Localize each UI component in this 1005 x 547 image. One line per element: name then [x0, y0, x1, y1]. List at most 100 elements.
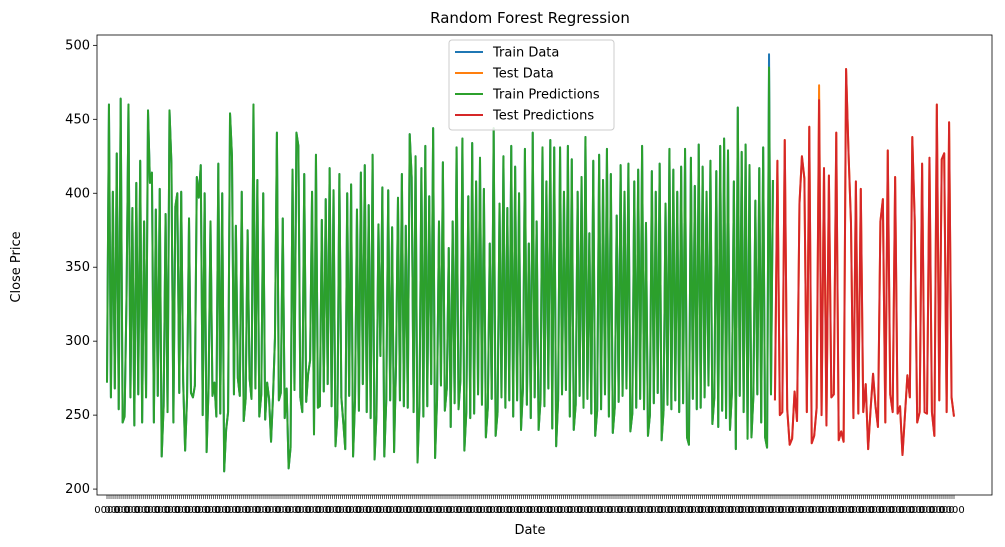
x-tick-label: 0000	[617, 505, 642, 516]
x-tick-label: 0000	[738, 505, 763, 516]
x-tick-marks	[106, 495, 955, 499]
x-tick-label: 0000	[487, 505, 512, 516]
y-tick-label: 350	[65, 260, 90, 275]
x-tick-label: 0000	[748, 505, 773, 516]
x-tick-label: 0000	[939, 505, 964, 516]
legend-label: Train Data	[492, 46, 559, 61]
x-tick-label: 0000	[175, 505, 200, 516]
x-tick-label: 0000	[587, 505, 612, 516]
x-tick-label: 0000	[316, 505, 341, 516]
x-tick-label: 0000	[839, 505, 864, 516]
x-tick-label: 0000	[788, 505, 813, 516]
x-tick-label: 0000	[416, 505, 441, 516]
x-tick-label: 0000	[336, 505, 361, 516]
x-tick-label: 0000	[648, 505, 673, 516]
x-axis: 0000000000000000000000000000000000000000…	[94, 495, 965, 516]
y-axis: 200 250 300 350 400 450 500	[65, 38, 97, 497]
x-tick-label: 0000	[527, 505, 552, 516]
y-tick-label: 400	[65, 186, 90, 201]
x-tick-label: 0000	[899, 505, 924, 516]
x-tick-label: 0000	[195, 505, 220, 516]
x-tick-label: 0000	[668, 505, 693, 516]
x-tick-label: 0000	[225, 505, 250, 516]
x-tick-label: 0000	[567, 505, 592, 516]
x-tick-label: 0000	[728, 505, 753, 516]
chart-title: Random Forest Regression	[430, 9, 630, 27]
legend-box	[448, 39, 615, 131]
x-tick-label: 0000	[295, 505, 320, 516]
x-tick-label: 0000	[245, 505, 270, 516]
x-tick-label: 0000	[919, 505, 944, 516]
x-tick-label: 0000	[477, 505, 502, 516]
x-tick-label: 0000	[104, 505, 129, 516]
x-tick-label: 0000	[758, 505, 783, 516]
y-tick-label: 200	[65, 482, 90, 497]
x-tick-label: 0000	[396, 505, 421, 516]
legend-label: Train Predictions	[492, 88, 600, 103]
x-tick-label: 0000	[265, 505, 290, 516]
x-tick-label: 0000	[466, 505, 491, 516]
x-tick-label: 0000	[235, 505, 260, 516]
legend: Train Data Test Data Train Predictions Test…	[448, 39, 615, 131]
x-tick-label: 0000	[306, 505, 331, 516]
x-tick-label: 0000	[366, 505, 391, 516]
x-tick-label: 0000	[165, 505, 190, 516]
x-tick-label: 0000	[708, 505, 733, 516]
x-tick-label: 0000	[124, 505, 149, 516]
x-tick-label: 0000	[859, 505, 884, 516]
y-axis-label: Close Price	[9, 231, 24, 302]
plot-frame	[96, 34, 993, 496]
x-tick-label: 0000	[909, 505, 934, 516]
x-tick-label: 0000	[849, 505, 874, 516]
x-tick-label: 0000	[678, 505, 703, 516]
x-tick-label: 0000	[255, 505, 280, 516]
x-tick-label: 0000	[819, 505, 844, 516]
x-tick-label: 0000	[426, 505, 451, 516]
x-tick-label: 0000	[577, 505, 602, 516]
x-tick-label: 0000	[135, 505, 160, 516]
plot-area	[96, 34, 993, 496]
x-tick-label: 0000	[215, 505, 240, 516]
x-tick-label: 0000	[607, 505, 632, 516]
x-tick-label: 0000	[275, 505, 300, 516]
x-tick-label: 0000	[889, 505, 914, 516]
x-tick-label: 0000	[879, 505, 904, 516]
x-tick-label: 0000	[718, 505, 743, 516]
x-tick-label: 0000	[205, 505, 230, 516]
series-lines	[106, 53, 955, 473]
x-tick-label: 0000	[436, 505, 461, 516]
x-tick-label: 0000	[185, 505, 210, 516]
x-tick-label: 0000	[346, 505, 371, 516]
x-tick-label: 0000	[637, 505, 662, 516]
x-tick-label: 0000	[376, 505, 401, 516]
y-tick-label: 450	[65, 112, 90, 127]
x-tick-label: 0000	[406, 505, 431, 516]
x-tick-label: 0000	[285, 505, 310, 516]
x-tick-label: 0000	[808, 505, 833, 516]
x-axis-label: Date	[514, 523, 545, 538]
x-tick-label: 0000	[145, 505, 170, 516]
y-tick-label: 500	[65, 38, 90, 53]
x-tick-label: 0000	[94, 505, 119, 516]
x-tick-label: 0000	[537, 505, 562, 516]
x-tick-label: 0000	[326, 505, 351, 516]
x-tick-label: 0000	[386, 505, 411, 516]
legend-label: Test Predictions	[492, 109, 594, 124]
x-tick-label: 0000	[356, 505, 381, 516]
x-tick-label: 0000	[597, 505, 622, 516]
x-tick-label: 0000	[547, 505, 572, 516]
y-tick-label: 300	[65, 334, 90, 349]
x-tick-label: 0000	[557, 505, 582, 516]
x-tick-label: 0000	[446, 505, 471, 516]
x-tick-label: 0000	[929, 505, 954, 516]
x-tick-label: 0000	[456, 505, 481, 516]
x-tick-label: 0000	[688, 505, 713, 516]
series-line-test-predictions	[773, 68, 955, 457]
x-tick-label: 0000	[869, 505, 894, 516]
legend-label: Test Data	[492, 67, 554, 82]
x-tick-label: 0000	[778, 505, 803, 516]
x-tick-label: 0000	[658, 505, 683, 516]
x-tick-label: 0000	[698, 505, 723, 516]
x-tick-label: 0000	[798, 505, 823, 516]
